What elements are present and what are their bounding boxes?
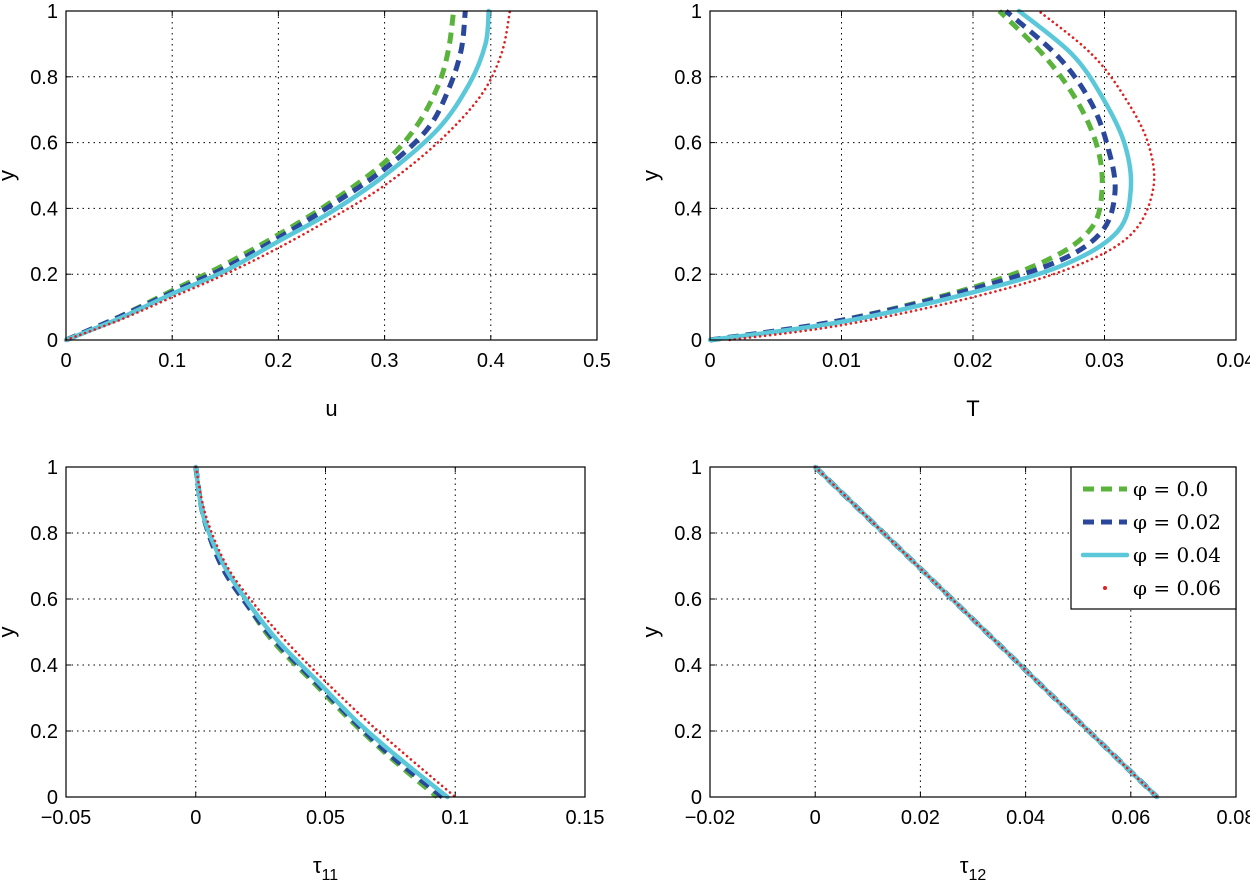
y-tick-label: 0 xyxy=(691,330,702,352)
y-axis-label: y xyxy=(638,627,663,638)
y-tick-label: 0.2 xyxy=(674,721,702,743)
y-tick-label: 0 xyxy=(691,787,702,809)
x-tick-label: 0.04 xyxy=(1006,807,1045,829)
y-tick-label: 0 xyxy=(47,787,58,809)
y-axis-label: y xyxy=(0,170,19,181)
panel-tau12-profile: −0.02 0 0.02 0.04 0.06 0.0800.20.40.60.81τ12y… xyxy=(638,457,1250,884)
x-tick-label: 0 xyxy=(190,807,201,829)
series-line-1 xyxy=(193,466,439,799)
x-tick-label: −0.05 xyxy=(41,807,92,829)
legend-box xyxy=(1070,466,1237,610)
x-tick-label: 0.04 xyxy=(1217,350,1250,372)
x-tick-label: 0 xyxy=(810,807,821,829)
panel-temperature-profile: 0 0.01 0.02 0.03 0.04 0 0.2 0.4 0.6 0.8 1 Ty xyxy=(638,1,1250,421)
axes-frame xyxy=(65,10,598,341)
y-tick-label: 0.4 xyxy=(674,198,702,220)
y-tick-label: 0.2 xyxy=(30,721,58,743)
series-line-3 xyxy=(812,464,1160,800)
x-tick-label: 0.15 xyxy=(566,807,605,829)
x-tick-label: 0.05 xyxy=(306,807,345,829)
series-line-2 xyxy=(193,466,444,799)
y-tick-label: 0.6 xyxy=(674,589,702,611)
x-tick-label: 0 xyxy=(704,350,715,372)
y-tick-label: 1 xyxy=(691,1,702,23)
y-tick-label: 0.2 xyxy=(674,264,702,286)
axes-frame xyxy=(709,10,1237,341)
series-line-3 xyxy=(707,8,1134,343)
y-tick-label: 1 xyxy=(47,457,58,479)
axes-frame xyxy=(65,466,586,798)
y-tick-label: 0.4 xyxy=(30,198,58,220)
x-tick-label: 0.06 xyxy=(1111,807,1150,829)
series-line-3 xyxy=(193,464,450,800)
legend-label-1: φ = 0.0 xyxy=(1133,477,1208,501)
panel-u-profile: 0 0.1 0.2 0.3 0.4 0.5 0 0.2 0.4 0.6 0.8 1 u y xyxy=(0,1,611,421)
x-tick-label: 0.03 xyxy=(1085,350,1124,372)
series-line-4 xyxy=(64,9,512,342)
x-axis-label: τ12 xyxy=(960,853,987,884)
y-tick-label: 0.8 xyxy=(30,523,58,545)
x-tick-label: 0.1 xyxy=(441,807,469,829)
y-tick-label: 0.4 xyxy=(30,655,58,677)
series-line-1 xyxy=(709,9,1105,343)
y-tick-label: 0.6 xyxy=(30,589,58,611)
x-tick-label: 0 xyxy=(60,350,71,372)
x-tick-label: 0.5 xyxy=(583,350,611,372)
y-tick-label: 0.8 xyxy=(30,67,58,89)
y-axis-label: y xyxy=(0,627,19,638)
x-tick-label: 0.08 xyxy=(1217,807,1250,829)
series-line-4 xyxy=(194,465,457,799)
legend-label-4: φ = 0.06 xyxy=(1133,576,1221,600)
y-tick-label: 0.8 xyxy=(674,523,702,545)
y-tick-label: 0.6 xyxy=(674,133,702,155)
x-axis-label: τ11 xyxy=(313,853,338,884)
y-tick-label: 0.6 xyxy=(30,133,58,155)
series-line-3 xyxy=(63,8,491,343)
x-tick-label: 0.1 xyxy=(158,350,186,372)
x-tick-label: 0.01 xyxy=(822,350,861,372)
series-line-2 xyxy=(65,10,468,343)
x-tick-label: 0.3 xyxy=(371,350,399,372)
y-tick-label: 1 xyxy=(691,457,702,479)
x-axis-label: u xyxy=(325,396,337,421)
x-tick-label: 0.02 xyxy=(954,350,993,372)
legend: φ = 0.0 φ = 0.02 φ = 0.04 φ = 0.06 xyxy=(1070,466,1237,610)
series-line-1 xyxy=(65,10,457,343)
series-line-2 xyxy=(709,9,1118,343)
series-line-4 xyxy=(728,9,1156,342)
y-axis-label: y xyxy=(638,170,663,181)
legend-label-2: φ = 0.02 xyxy=(1133,510,1221,534)
y-tick-label: 0 xyxy=(47,330,58,352)
axes-frame xyxy=(709,466,1237,798)
x-tick-label: −0.02 xyxy=(685,807,736,829)
y-tick-label: 0.8 xyxy=(674,67,702,89)
x-axis-label: T xyxy=(966,396,979,421)
y-tick-label: 0.4 xyxy=(674,655,702,677)
y-tick-label: 1 xyxy=(47,1,58,23)
x-tick-label: 0.02 xyxy=(901,807,940,829)
legend-label-3: φ = 0.04 xyxy=(1133,543,1221,567)
x-tick-label: 0.4 xyxy=(477,350,505,372)
x-tick-label: 0.2 xyxy=(264,350,292,372)
legend-swatch-4 xyxy=(1103,586,1107,590)
y-tick-label: 0.2 xyxy=(30,264,58,286)
